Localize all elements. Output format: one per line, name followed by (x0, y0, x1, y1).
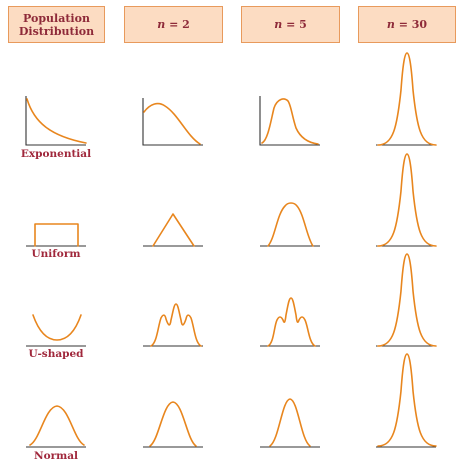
header-n2-value: = 2 (165, 18, 190, 31)
header-population-label: Population Distribution (18, 11, 95, 38)
u-shaped-population-curve (32, 314, 82, 341)
header-n30-var: n (386, 18, 395, 31)
u-shaped-n2-curve (150, 303, 202, 347)
row-label-u-shaped: U-shaped (28, 348, 84, 360)
header-n30: n = 30 (358, 6, 456, 43)
u-shaped-n5-curve (267, 297, 316, 347)
exponential-n2-curve (143, 102, 201, 145)
normal-n5-curve (269, 398, 311, 447)
header-n2-var: n (157, 18, 166, 31)
header-n2: n = 2 (124, 6, 223, 43)
exponential-population-axis (25, 96, 86, 146)
exponential-n2-axis (142, 98, 203, 146)
normal-n2-curve (149, 401, 197, 447)
uniform-population-curve (34, 223, 79, 247)
header-population-distribution: Population Distribution (8, 6, 105, 43)
normal-population-curve (29, 405, 85, 446)
header-n5-var: n (274, 18, 283, 31)
curves-group (26, 52, 437, 447)
header-n5: n = 5 (241, 6, 340, 43)
exponential-n30-curve (377, 52, 437, 146)
header-n5-value: = 5 (282, 18, 307, 31)
row-label-uniform: Uniform (31, 248, 81, 260)
row-label-normal: Normal (33, 450, 79, 462)
header-n30-value: = 30 (394, 18, 428, 31)
normal-n30-curve (377, 353, 437, 447)
exponential-n5-axis (259, 96, 320, 146)
uniform-n5-curve (267, 202, 314, 247)
uniform-n2-curve (152, 213, 195, 247)
exponential-population-curve (26, 98, 87, 144)
u-shaped-n30-curve (377, 253, 437, 347)
exponential-n5-curve (261, 98, 319, 145)
row-label-exponential: Exponential (20, 148, 92, 160)
uniform-n30-curve (377, 153, 437, 247)
